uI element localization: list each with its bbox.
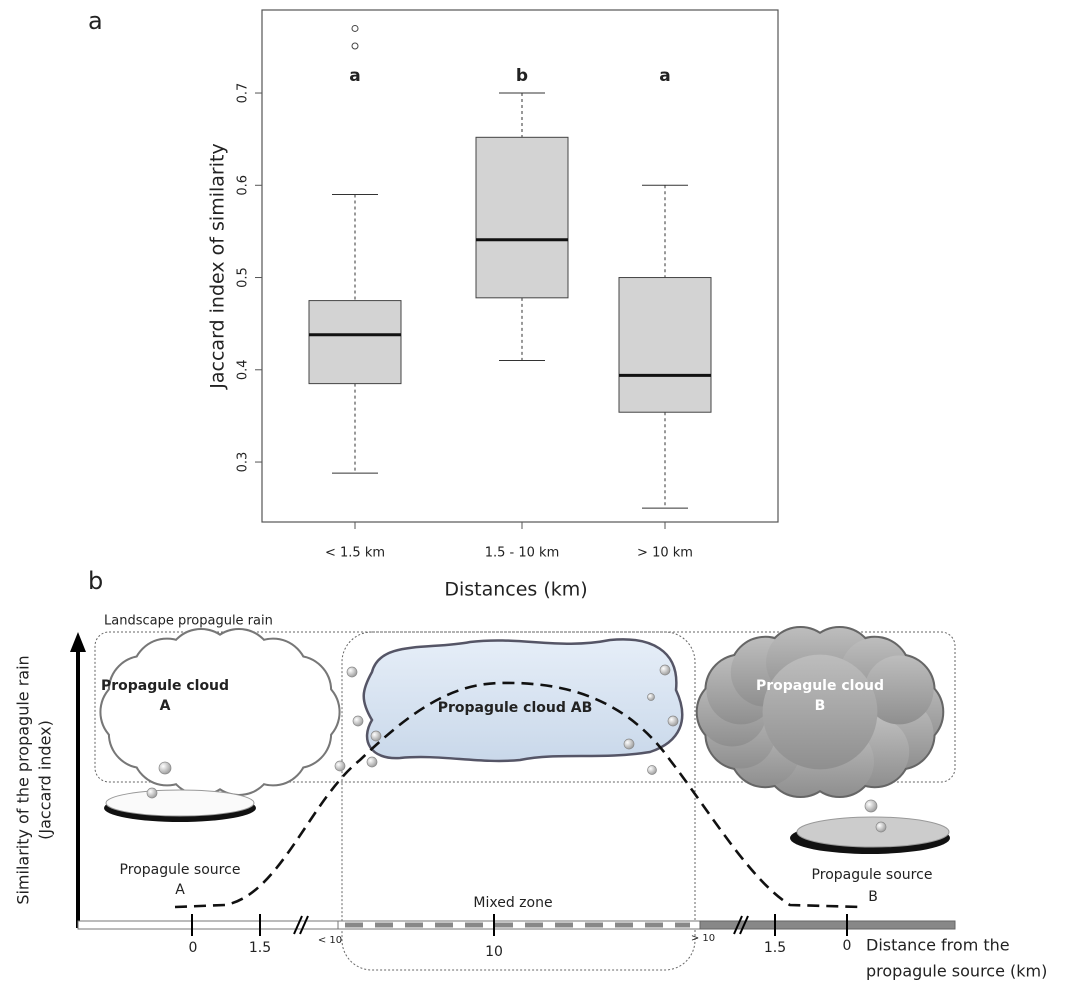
box [476,137,568,298]
x-axis-label: propagule source (km) [866,962,1047,981]
x-axis-label: Distance from the [866,936,1010,955]
axis-tick-label: 0 [843,938,852,954]
outlier [352,43,358,49]
outlier [352,25,358,31]
y-axis-label: Jaccard index of similarity [207,143,229,389]
source-b-label: Propagule source [812,867,933,883]
cloud-a-label: A [160,698,171,714]
x-tick-label: 1.5 - 10 km [485,546,560,561]
cloud-b-label: Propagule cloud [756,678,884,694]
box [309,301,401,384]
group-letter: b [516,66,528,86]
axis-tick-label: 1.5 [764,940,786,956]
group-letter: a [349,66,360,86]
landscape-label: Landscape propagule rain [104,614,273,629]
x-tick-label: > 10 km [637,546,693,561]
axis-tick-label: 0 [189,940,198,956]
cloud-ab-label: Propagule cloud AB [438,700,593,716]
cloud-a-label: Propagule cloud [101,678,229,694]
source-a-label: Propagule source [120,862,241,878]
source-a-label: A [175,882,185,898]
panel-label: a [88,7,103,35]
y-tick-label: 0.3 [236,452,251,473]
axis-tick-label: < 10 [318,935,342,946]
source-b-label: B [868,889,878,905]
y-axis-label: (Jaccard index) [36,720,55,840]
y-tick-label: 0.6 [236,175,251,196]
y-arrow-head [70,632,86,652]
y-axis-label: Similarity of the propagule rain [14,655,33,904]
y-tick-label: 0.4 [236,359,251,380]
axis-tick-label: 1.5 [249,940,271,956]
y-tick-label: 0.5 [236,267,251,288]
box [619,278,711,413]
source-a [106,790,254,816]
cloud-a [101,630,338,794]
source-b [797,817,949,847]
x-tick-label: < 1.5 km [325,546,385,561]
figure: a Jaccard index of similarity Distances … [0,0,1072,987]
axis-tick-label: 10 [485,944,503,960]
mixed-zone-label: Mixed zone [473,895,552,911]
group-letter: a [659,66,670,86]
y-tick-label: 0.7 [236,83,251,104]
axis-tick-label: > 10 [691,933,715,944]
cloud-lobe [164,656,276,768]
cloud-b-label: B [815,698,826,714]
x-axis-label: Distances (km) [444,579,587,601]
panel-label: b [88,567,103,595]
